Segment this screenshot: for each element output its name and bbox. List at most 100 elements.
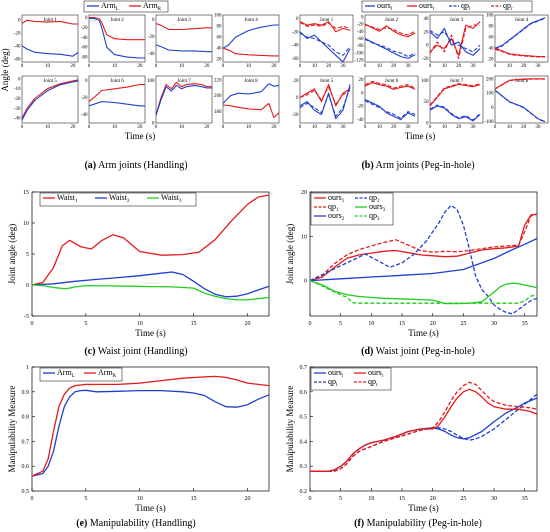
subplot-frame-b-5 — [299, 75, 354, 124]
subplot-y-tick-a: 0 — [152, 18, 155, 23]
subplot-series-a-5-0 — [21, 79, 79, 119]
subplot-x-tick-a: 0 — [155, 125, 158, 130]
subplot-y-tick-a: -20 — [14, 32, 21, 37]
subplot-y-tick-b: -120 — [354, 59, 364, 64]
subplot-frame-b-7 — [429, 75, 484, 124]
subplot-series-a-6-1 — [88, 101, 145, 107]
y-axis-label-e: Manipulability Measure — [7, 386, 17, 473]
x-axis-label-f: Time (s) — [408, 503, 438, 513]
subplot-series-b-1-0 — [299, 21, 351, 33]
y-tick-label-d: 20 — [301, 190, 307, 196]
y-tick-label-c: 5 — [26, 252, 29, 258]
subplot-x-tick-a: 0 — [88, 125, 91, 130]
y-tick-label-f: 0.7 — [300, 365, 308, 371]
subplot-series-b-5-1 — [299, 86, 351, 105]
series-line-f-oursr — [310, 388, 538, 472]
x-tick-label-f: 0 — [309, 496, 312, 502]
subplot-series-a-7-1 — [155, 84, 212, 116]
subplot-y-tick-b: -100 — [484, 120, 494, 125]
subplot-y-tick-b: -20 — [292, 30, 299, 35]
legend-label-b: oursr — [419, 1, 435, 12]
legend-box-a — [83, 0, 169, 13]
y-tick-label-e: 0.5 — [22, 489, 30, 495]
subplot-series-a-1-0 — [21, 19, 78, 25]
y-tick-label-e: 1 — [26, 365, 29, 371]
subplot-series-b-6-0 — [364, 82, 416, 90]
subplot-x-tick-a: 10 — [246, 125, 252, 130]
x-tick-label-f: 15 — [399, 496, 405, 502]
legend-label-c: Waist3 — [161, 193, 182, 204]
subplot-x-tick-b: 10 — [312, 64, 318, 69]
subplot-title-b-4: Joint 4 — [515, 18, 529, 23]
subplot-series-a-8-0 — [222, 83, 280, 104]
subplot-y-tick-b: 0 — [296, 17, 299, 22]
subplot-y-tick-a: -40 — [14, 117, 21, 122]
y-axis-label-a: Angle (deg) — [0, 48, 10, 91]
subplot-x-tick-b: 20 — [521, 64, 527, 69]
subplot-series-a-5-1 — [21, 80, 79, 121]
y-axis-label-f: Manipulability Measure — [285, 386, 295, 473]
legend-box-e — [39, 367, 123, 382]
y-tick-label-f: 0.4 — [300, 439, 308, 445]
subplot-y-tick-b: 0 — [361, 15, 364, 20]
subplot-y-tick-b: 100 — [486, 92, 494, 97]
subplot-title-a-8: Joint 8 — [244, 79, 258, 84]
subplot-y-tick-b: 40 — [489, 47, 495, 52]
subplot-title-b-3: Joint 3 — [450, 18, 464, 23]
caption-f: (f) Manipulability (Peg-in-hole) — [354, 518, 482, 529]
legend-label-d: qp3 — [369, 211, 380, 222]
subplot-x-tick-b: 20 — [456, 64, 462, 69]
legend-box-b — [361, 0, 533, 13]
subplot-frame-b-2 — [364, 14, 419, 63]
subplot-series-b-7-1 — [429, 83, 481, 106]
subplot-y-tick-a: -60 — [81, 46, 88, 51]
legend-label-a: ArmR — [143, 1, 162, 12]
subplot-x-tick-b: 30 — [340, 125, 346, 130]
x-axis-label-e: Time (s) — [135, 503, 165, 513]
subplot-series-a-7-0 — [155, 81, 212, 115]
subplot-title-a-4: Joint 4 — [244, 18, 258, 23]
subplot-x-tick-b: 20 — [456, 125, 462, 130]
subplot-series-b-2-1 — [364, 24, 416, 36]
legend-label-b: qpr — [503, 1, 513, 12]
subplot-x-tick-b: 0 — [364, 64, 367, 69]
subplot-x-tick-a: 0 — [222, 64, 225, 69]
x-tick-label-f: 35 — [522, 496, 528, 502]
subplot-y-tick-b: 80 — [489, 25, 495, 30]
legend-label-e: ArmR — [98, 368, 117, 379]
x-tick-label-d: 0 — [309, 321, 312, 327]
legend-label-b: qpl — [461, 1, 471, 12]
subplot-series-b-8-3 — [494, 78, 546, 90]
legend-label-f: qpr — [368, 377, 378, 388]
x-tick-label-d: 20 — [430, 321, 436, 327]
subplot-y-tick-a: -40 — [81, 113, 88, 118]
legend-label-f: oursr — [368, 368, 384, 379]
subplot-y-tick-a: -60 — [14, 57, 21, 62]
subplot-x-tick-a: 10 — [246, 64, 252, 69]
subplot-x-tick-b: 30 — [535, 64, 541, 69]
series-line-e-ArmR — [31, 375, 270, 477]
plot-frame-e — [31, 366, 270, 492]
subplot-title-b-7: Joint 7 — [450, 79, 464, 84]
subplot-y-tick-b: -40 — [357, 30, 364, 35]
subplot-series-a-4-0 — [222, 24, 279, 49]
subplot-title-b-8: Joint 8 — [515, 79, 529, 84]
subplot-frame-b-4 — [494, 14, 549, 63]
x-tick-label-d: 10 — [368, 321, 374, 327]
y-tick-label-d: 10 — [301, 234, 307, 240]
y-tick-label-c: 15 — [23, 190, 29, 196]
subplot-title-a-7: Joint 7 — [177, 79, 191, 84]
legend-label-d: qp1 — [328, 202, 339, 213]
subplot-series-b-1-1 — [299, 21, 351, 29]
subplot-x-tick-b: 20 — [521, 125, 527, 130]
caption-c: (c) Waist joint (Handling) — [84, 346, 187, 357]
series-line-d-qp1 — [309, 213, 538, 282]
y-tick-label-c: 0 — [26, 283, 29, 289]
x-axis-label-a: Time (s) — [125, 131, 155, 141]
x-tick-label-d: 35 — [522, 321, 528, 327]
subplot-title-a-3: Joint 3 — [177, 18, 191, 23]
y-axis-label-d: Joint angle (deg) — [285, 224, 295, 284]
legend-label-f: qpl — [328, 377, 338, 388]
subplot-series-b-5-2 — [299, 84, 351, 120]
subplot-series-b-7-3 — [429, 104, 481, 121]
